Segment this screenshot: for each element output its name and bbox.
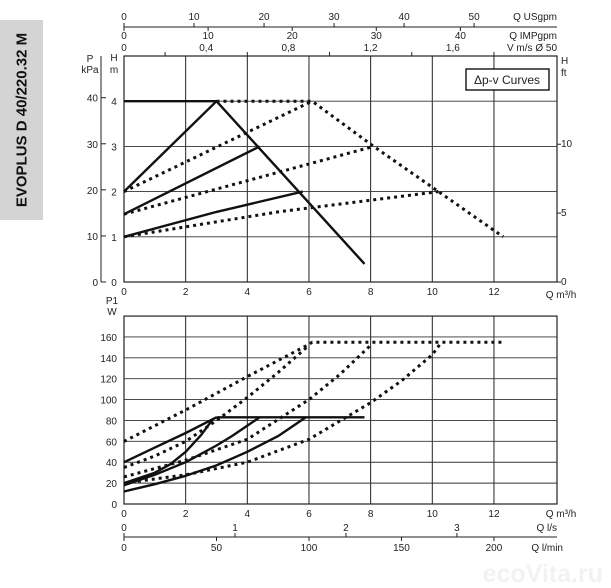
usgpm-tick-label: 20 — [258, 12, 270, 23]
p1-tick-label: 100 — [100, 396, 117, 407]
h-tick-label: 3 — [111, 142, 117, 153]
q-tick-label-upper: 10 — [427, 287, 439, 298]
velocity-tick-label: 0 — [121, 43, 127, 54]
impgpm-tick-label: 30 — [371, 31, 383, 42]
head-curve-max-dotted — [216, 99, 505, 239]
p1-tick-label: 160 — [100, 333, 117, 344]
usgpm-tick-label: 0 — [121, 12, 127, 23]
lmin-tick-label: 200 — [486, 543, 503, 554]
ls-tick-label: 3 — [454, 523, 460, 534]
lower-frame — [123, 315, 558, 505]
kpa-tick-label: 10 — [87, 232, 99, 243]
q-tick-label-lower: 6 — [306, 509, 312, 520]
ft-tick-label: 5 — [561, 208, 567, 219]
q-tick-label-upper: 12 — [488, 287, 500, 298]
h-tick-label: 2 — [111, 188, 117, 199]
q-tick-label-upper: 0 — [121, 287, 127, 298]
head-curve-dp-v-low-dotted — [123, 190, 439, 239]
p1-tick-label: 40 — [106, 458, 118, 469]
legend-box — [465, 68, 550, 91]
power-curve-b — [123, 417, 215, 485]
ft-tick-label: 10 — [561, 139, 573, 150]
power-curve-f-dotted — [123, 344, 310, 469]
model-title-bar: EVOPLUS D 40/220.32 M — [0, 20, 43, 220]
velocity-axis-label: V m/s Ø 50 — [507, 43, 557, 54]
h-tick-label: 1 — [111, 233, 117, 244]
power-curve-a — [123, 416, 218, 464]
power-curve-c — [123, 416, 261, 487]
q-tick-label-lower: 0 — [121, 509, 127, 520]
kpa-tick-label: 40 — [87, 94, 99, 105]
upper-frame — [123, 55, 558, 283]
power-curve-h-dotted — [123, 341, 443, 485]
q-axis-label-lower: Q m³/h — [546, 509, 577, 520]
usgpm-tick-label: 40 — [399, 12, 411, 23]
ft-tick-label: 0 — [561, 277, 567, 288]
h-axis-label: H — [110, 53, 117, 64]
head-curve-dp-v-low — [123, 190, 304, 238]
lmin-tick-label: 150 — [393, 543, 410, 554]
m-unit-label: m — [110, 65, 118, 76]
watermark: ecoVita.ru — [482, 560, 603, 588]
q-tick-label-lower: 2 — [183, 509, 189, 520]
p1-tick-label: 80 — [106, 416, 118, 427]
q-axis-label-upper: Q m³/h — [546, 290, 577, 301]
q-tick-label-lower: 8 — [368, 509, 374, 520]
impgpm-tick-label: 40 — [455, 31, 467, 42]
impgpm-tick-label: 10 — [203, 31, 215, 42]
q-tick-label-upper: 2 — [183, 287, 189, 298]
h-ft-axis-label: H — [561, 56, 568, 67]
lmin-tick-label: 50 — [211, 543, 223, 554]
p-axis-label: P — [87, 54, 94, 65]
impgpm-tick-label: 20 — [287, 31, 299, 42]
kpa-tick-label: 30 — [87, 140, 99, 151]
p1-tick-label: 140 — [100, 354, 117, 365]
p1-axis-label: P1 — [106, 296, 119, 307]
q-tick-label-lower: 10 — [427, 509, 439, 520]
w-unit-label: W — [107, 307, 117, 318]
usgpm-tick-label: 10 — [188, 12, 200, 23]
impgpm-axis-label: Q IMPgpm — [509, 31, 557, 42]
velocity-tick-label: 1,2 — [364, 43, 378, 54]
velocity-tick-label: 0,4 — [199, 43, 213, 54]
lmin-tick-label: 100 — [301, 543, 318, 554]
ls-axis-label: Q l/s — [536, 523, 557, 534]
ls-tick-label: 1 — [232, 523, 238, 534]
p1-tick-label: 20 — [106, 479, 118, 490]
kpa-tick-label: 0 — [92, 278, 98, 289]
power-curve-d — [123, 416, 307, 493]
usgpm-tick-label: 50 — [469, 12, 481, 23]
usgpm-tick-label: 30 — [328, 12, 340, 23]
q-tick-label-lower: 4 — [245, 509, 251, 520]
lmin-axis-label: Q l/min — [531, 543, 563, 554]
velocity-tick-label: 0,8 — [281, 43, 295, 54]
h-tick-label: 0 — [111, 278, 117, 289]
kpa-tick-label: 20 — [87, 186, 99, 197]
head-curve-dp-v-high — [123, 100, 218, 193]
ls-tick-label: 2 — [343, 523, 349, 534]
usgpm-axis-label: Q USgpm — [513, 12, 557, 23]
q-tick-label-upper: 4 — [245, 287, 251, 298]
p1-tick-label: 60 — [106, 437, 118, 448]
q-tick-label-upper: 6 — [306, 287, 312, 298]
q-tick-label-upper: 8 — [368, 287, 374, 298]
head-curve-dp-v-mid — [123, 145, 261, 216]
velocity-tick-label: 1,6 — [446, 43, 460, 54]
lmin-tick-label: 0 — [121, 543, 127, 554]
power-curve-e-dotted — [123, 340, 504, 443]
p1-tick-label: 0 — [111, 500, 117, 511]
h-tick-label: 4 — [111, 97, 117, 108]
ls-tick-label: 0 — [121, 523, 127, 534]
q-tick-label-lower: 12 — [488, 509, 500, 520]
kpa-unit-label: kPa — [81, 65, 99, 76]
legend-title: Δp-v Curves — [474, 73, 540, 87]
ft-unit-label: ft — [561, 68, 567, 79]
impgpm-tick-label: 0 — [121, 31, 127, 42]
head-curve-dp-v-mid-dotted — [123, 144, 375, 216]
p1-tick-label: 120 — [100, 375, 117, 386]
head-curve-max — [124, 100, 366, 265]
